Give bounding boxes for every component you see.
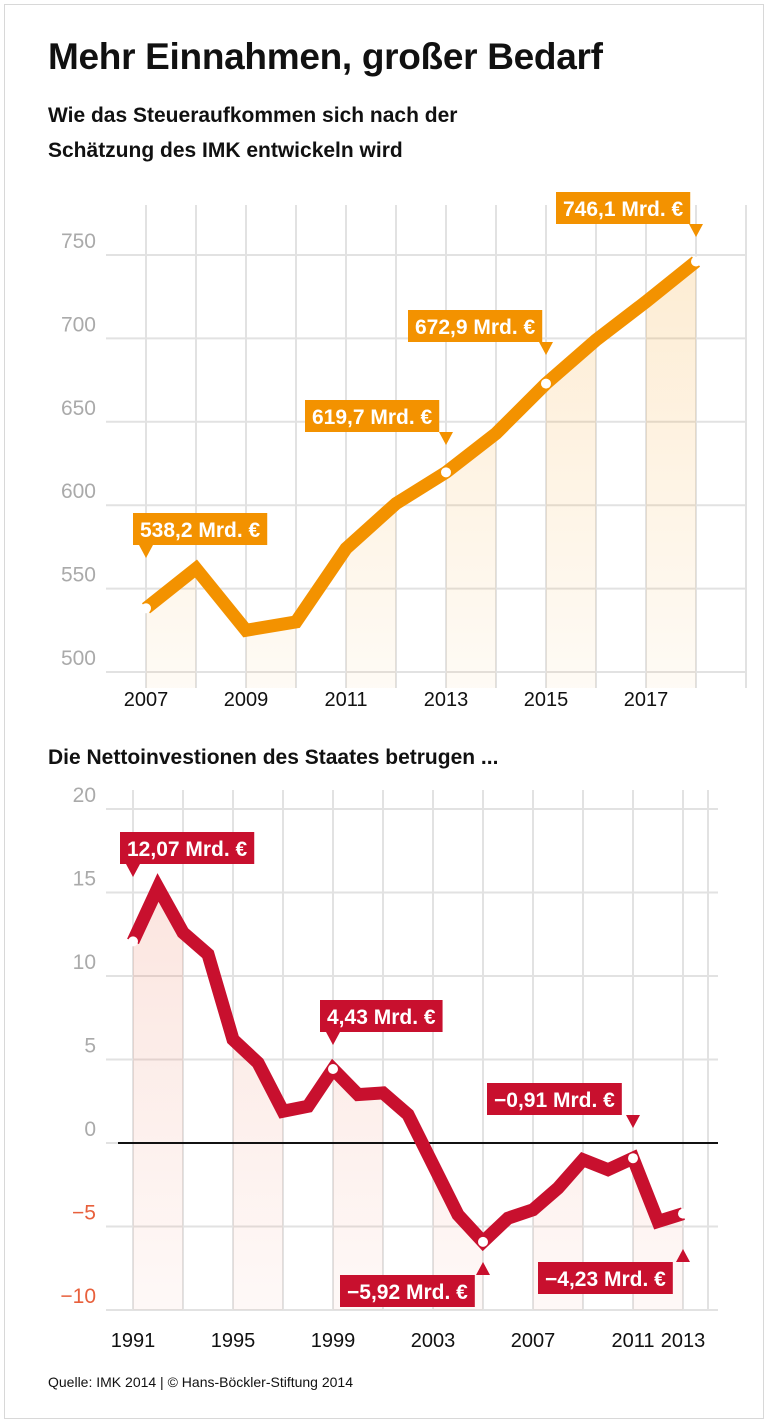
y-tick-label: 600 xyxy=(61,480,96,503)
annotation-box xyxy=(120,832,255,864)
annotation-marker xyxy=(678,1208,688,1219)
y-tick-label: 650 xyxy=(61,397,96,420)
annotation-marker xyxy=(328,1064,338,1075)
bands xyxy=(133,887,683,1310)
annotation-pointer xyxy=(626,1115,640,1128)
annotation-marker xyxy=(478,1236,488,1247)
y-tick-label: −10 xyxy=(60,1285,96,1308)
subtitle-line-1: Wie das Steueraufkommen sich nach der xyxy=(48,104,458,127)
annotation-box xyxy=(320,1000,443,1032)
band xyxy=(133,887,183,1310)
y-tick-label: 0 xyxy=(84,1118,96,1141)
annotation-box xyxy=(305,400,440,432)
y-tick-label: 700 xyxy=(61,313,96,336)
annotation-box xyxy=(487,1083,622,1115)
annotation-box xyxy=(340,1275,475,1307)
annotation-box xyxy=(556,192,691,224)
band xyxy=(346,261,396,688)
series-line xyxy=(141,256,701,638)
annotation-label: 746,1 Mrd. € xyxy=(563,198,684,221)
annotation-label: −5,92 Mrd. € xyxy=(347,1281,468,1304)
x-tick-label: 2013 xyxy=(424,689,469,711)
annotation-pointer xyxy=(476,1262,490,1275)
x-tick-label: 2017 xyxy=(624,689,669,711)
frame xyxy=(4,4,764,1419)
chart-2: −10 −5 0 5 10 15 20 1991 1995 1999 2003 2007 2011 201… xyxy=(60,784,718,1352)
annotation-marker xyxy=(141,603,151,614)
y-tick-label: −5 xyxy=(72,1202,96,1225)
x-tick-label: 2015 xyxy=(524,689,569,711)
annotation-pointer xyxy=(439,432,453,445)
chart2-title: Die Nettoinvestionen des Staates betruge… xyxy=(48,746,499,769)
annotation-label: 538,2 Mrd. € xyxy=(140,519,261,542)
x-tick-label: 2013 xyxy=(661,1330,706,1352)
annotation-label: −4,23 Mrd. € xyxy=(545,1268,666,1291)
annotation-pointer xyxy=(539,342,553,355)
page-title: Mehr Einnahmen, großer Bedarf xyxy=(48,36,603,77)
annotation-label: 4,43 Mrd. € xyxy=(327,1006,436,1029)
annotation-label: −0,91 Mrd. € xyxy=(494,1089,615,1112)
annotation-marker xyxy=(128,936,138,947)
y-tick-label: 550 xyxy=(61,564,96,587)
annotation-box xyxy=(538,1262,673,1294)
band xyxy=(646,261,696,688)
annotation-marker xyxy=(441,467,451,478)
series-line xyxy=(127,873,685,1252)
x-tick-label: 2011 xyxy=(611,1330,654,1352)
band xyxy=(446,261,496,688)
bands xyxy=(146,261,696,688)
y-tick-label: 500 xyxy=(61,647,96,670)
x-tick-label: 1995 xyxy=(211,1330,256,1352)
band xyxy=(246,261,296,688)
annotation-pointer xyxy=(139,545,153,558)
annotation-box xyxy=(408,310,543,342)
y-tick-label: 5 xyxy=(84,1035,96,1058)
chart-1: 500 550 600 650 700 750 2007 2009 2011 2013 2015 20… xyxy=(61,192,747,711)
x-tick-label: 2007 xyxy=(511,1330,556,1352)
annotation-marker xyxy=(691,256,701,267)
subtitle-line-2: Schätzung des IMK entwickeln wird xyxy=(48,139,403,162)
annotation-label: 672,9 Mrd. € xyxy=(415,316,536,339)
x-tick-label: 2007 xyxy=(124,689,169,711)
y-tick-label: 750 xyxy=(61,230,96,253)
annotation-pointer xyxy=(676,1249,690,1262)
x-tick-label: 2011 xyxy=(324,689,367,711)
x-tick-label: 1991 xyxy=(111,1330,156,1352)
annotation-box xyxy=(133,513,268,545)
annotation-pointer xyxy=(326,1032,340,1045)
y-tick-label: 15 xyxy=(73,868,96,891)
annotation-label: 619,7 Mrd. € xyxy=(312,406,433,429)
annotation-pointer xyxy=(126,864,140,877)
annotation-marker xyxy=(541,378,551,389)
x-tick-label: 2009 xyxy=(224,689,269,711)
y-tick-label: 20 xyxy=(73,784,96,807)
y-tick-label: 10 xyxy=(73,951,96,974)
annotation-pointer xyxy=(689,224,703,237)
annotation-label: 12,07 Mrd. € xyxy=(127,838,248,861)
source-note: Quelle: IMK 2014 | © Hans-Böckler-Stiftu… xyxy=(48,1374,353,1390)
x-tick-label: 2003 xyxy=(411,1330,456,1352)
x-tick-label: 1999 xyxy=(311,1330,356,1352)
annotation-marker xyxy=(628,1153,638,1164)
